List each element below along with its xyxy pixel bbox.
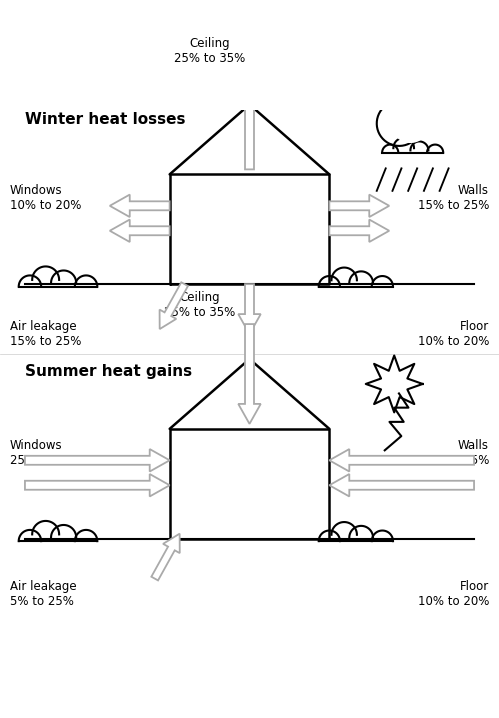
Text: Floor
10% to 20%: Floor 10% to 20%	[418, 579, 489, 607]
Text: Summer heat gains: Summer heat gains	[25, 364, 192, 379]
Polygon shape	[392, 105, 429, 142]
FancyArrow shape	[329, 195, 389, 217]
Text: Air leakage
15% to 25%: Air leakage 15% to 25%	[10, 320, 81, 348]
FancyArrow shape	[25, 474, 170, 496]
Text: Winter heat losses: Winter heat losses	[25, 112, 186, 127]
FancyArrow shape	[151, 533, 180, 580]
Text: Ceiling
25% to 35%: Ceiling 25% to 35%	[164, 291, 235, 319]
Text: Windows
25% to 35%: Windows 25% to 35%	[10, 439, 81, 467]
Text: Floor
10% to 20%: Floor 10% to 20%	[418, 320, 489, 348]
Text: Walls
15% to 25%: Walls 15% to 25%	[418, 185, 489, 213]
Text: Windows
10% to 20%: Windows 10% to 20%	[10, 185, 81, 213]
FancyArrow shape	[110, 195, 170, 217]
FancyArrow shape	[239, 324, 260, 424]
FancyArrow shape	[160, 282, 188, 329]
FancyArrow shape	[329, 474, 474, 496]
FancyArrow shape	[239, 70, 260, 169]
Text: Ceiling
25% to 35%: Ceiling 25% to 35%	[174, 37, 245, 65]
FancyArrow shape	[329, 449, 474, 472]
Text: Air leakage
5% to 25%: Air leakage 5% to 25%	[10, 579, 77, 607]
FancyArrow shape	[239, 284, 260, 334]
FancyArrow shape	[110, 220, 170, 242]
FancyArrow shape	[329, 220, 389, 242]
Text: Walls
15% to 25%: Walls 15% to 25%	[418, 439, 489, 467]
FancyArrow shape	[25, 449, 170, 472]
